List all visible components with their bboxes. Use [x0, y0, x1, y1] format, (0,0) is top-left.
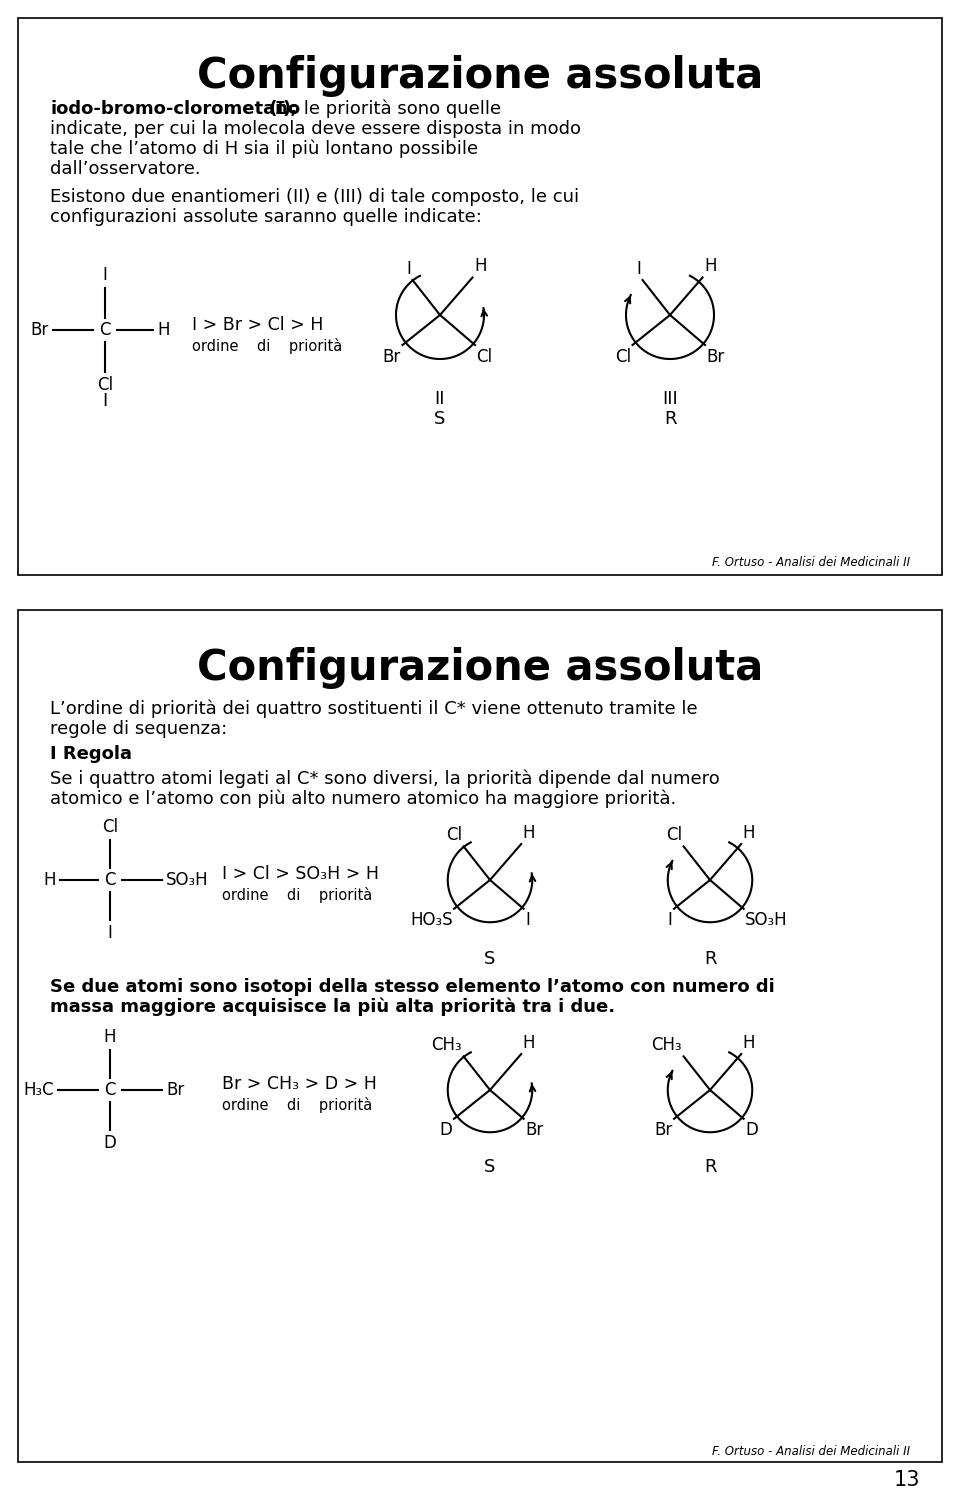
Text: massa maggiore acquisisce la più alta priorità tra i due.: massa maggiore acquisisce la più alta pr… [50, 998, 615, 1016]
Text: H₃C: H₃C [23, 1082, 54, 1100]
Text: H: H [743, 1034, 756, 1052]
Text: I: I [103, 266, 108, 284]
Text: Br: Br [655, 1120, 673, 1140]
Text: Se i quattro atomi legati al C* sono diversi, la priorità dipende dal numero: Se i quattro atomi legati al C* sono div… [50, 769, 720, 789]
Text: SO₃H: SO₃H [745, 911, 787, 929]
Text: iodo-bromo-clorometano: iodo-bromo-clorometano [50, 100, 300, 118]
Text: H: H [522, 1034, 535, 1052]
Text: I: I [406, 260, 411, 278]
Text: C: C [99, 321, 110, 339]
Text: D: D [745, 1120, 757, 1140]
Text: Br: Br [383, 348, 401, 366]
Text: I: I [108, 923, 112, 943]
Text: CH₃: CH₃ [432, 1035, 462, 1053]
Text: D: D [440, 1120, 452, 1140]
Text: R: R [704, 950, 716, 968]
Text: F. Ortuso - Analisi dei Medicinali II: F. Ortuso - Analisi dei Medicinali II [712, 556, 910, 569]
Text: Configurazione assoluta: Configurazione assoluta [197, 647, 763, 689]
Text: H: H [474, 257, 487, 275]
Text: C: C [105, 871, 116, 889]
Text: Cl: Cl [102, 819, 118, 837]
Text: H: H [104, 1028, 116, 1046]
Text: I: I [668, 911, 673, 929]
Text: I: I [525, 911, 530, 929]
Text: I > Cl > SO₃H > H: I > Cl > SO₃H > H [222, 865, 379, 883]
Text: H: H [522, 823, 535, 841]
Text: ordine    di    priorità: ordine di priorità [222, 887, 372, 902]
Text: R: R [704, 1158, 716, 1176]
Text: I > Br > Cl > H: I > Br > Cl > H [192, 317, 324, 335]
Text: III: III [662, 390, 678, 408]
Text: atomico e l’atomo con più alto numero atomico ha maggiore priorità.: atomico e l’atomo con più alto numero at… [50, 790, 676, 808]
Text: F. Ortuso - Analisi dei Medicinali II: F. Ortuso - Analisi dei Medicinali II [712, 1445, 910, 1458]
Text: R: R [663, 409, 676, 427]
Text: Br: Br [707, 348, 725, 366]
Text: Cl: Cl [666, 826, 683, 844]
Text: L’ordine di priorità dei quattro sostituenti il C* viene ottenuto tramite le: L’ordine di priorità dei quattro sostitu… [50, 701, 698, 719]
Text: Cl: Cl [614, 348, 631, 366]
Text: le priorità sono quelle: le priorità sono quelle [298, 100, 501, 118]
Text: Cl: Cl [446, 826, 462, 844]
Text: H: H [157, 321, 170, 339]
Text: H: H [704, 257, 716, 275]
Text: ordine    di    priorità: ordine di priorità [192, 338, 343, 354]
Text: I: I [636, 260, 641, 278]
Text: Br: Br [166, 1082, 184, 1100]
Text: (: ( [263, 100, 277, 118]
Bar [18, 610, 942, 1463]
Text: );: ); [283, 100, 299, 118]
Text: indicate, per cui la molecola deve essere disposta in modo: indicate, per cui la molecola deve esser… [50, 120, 581, 137]
Text: CH₃: CH₃ [652, 1035, 683, 1053]
Text: 13: 13 [894, 1470, 920, 1490]
Text: C: C [105, 1082, 116, 1100]
Text: Br: Br [31, 321, 49, 339]
Text: Se due atomi sono isotopi della stesso elemento l’atomo con numero di: Se due atomi sono isotopi della stesso e… [50, 979, 775, 996]
Text: SO₃H: SO₃H [166, 871, 208, 889]
Text: S: S [434, 409, 445, 427]
Text: S: S [484, 1158, 495, 1176]
Text: dall’osservatore.: dall’osservatore. [50, 160, 201, 178]
Text: I Regola: I Regola [50, 746, 132, 763]
Text: configurazioni assolute saranno quelle indicate:: configurazioni assolute saranno quelle i… [50, 208, 482, 226]
Text: Cl: Cl [97, 376, 113, 394]
Text: II: II [435, 390, 445, 408]
Text: tale che l’atomo di H sia il più lontano possibile: tale che l’atomo di H sia il più lontano… [50, 140, 478, 158]
Text: H: H [743, 823, 756, 841]
Text: Br: Br [525, 1120, 543, 1140]
Bar [18, 18, 942, 575]
Text: Esistono due enantiomeri (II) e (III) di tale composto, le cui: Esistono due enantiomeri (II) e (III) di… [50, 188, 579, 206]
Text: Br > CH₃ > D > H: Br > CH₃ > D > H [222, 1076, 377, 1094]
Text: regole di sequenza:: regole di sequenza: [50, 720, 228, 738]
Text: I: I [275, 100, 286, 118]
Text: Configurazione assoluta: Configurazione assoluta [197, 55, 763, 97]
Text: S: S [484, 950, 495, 968]
Text: ordine    di    priorità: ordine di priorità [222, 1097, 372, 1113]
Text: I: I [103, 391, 108, 409]
Text: D: D [104, 1134, 116, 1152]
Text: H: H [43, 871, 56, 889]
Text: HO₃S: HO₃S [410, 911, 452, 929]
Text: Cl: Cl [476, 348, 492, 366]
